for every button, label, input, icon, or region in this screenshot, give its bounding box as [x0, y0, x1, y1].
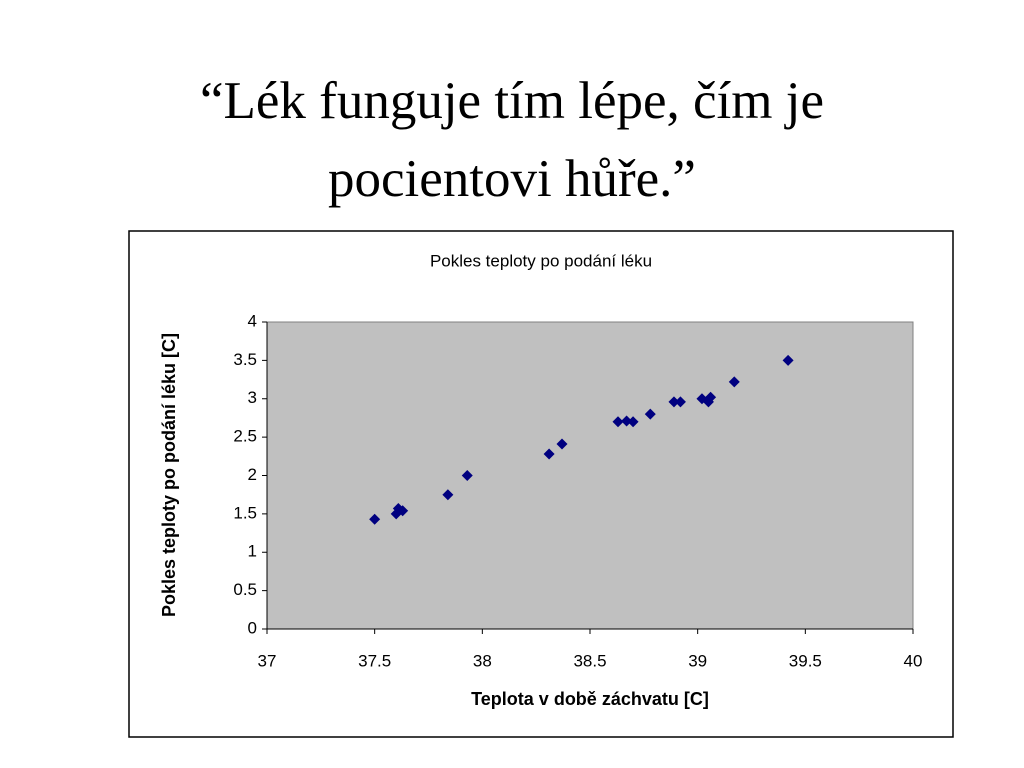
- y-tick-label: 1.5: [233, 503, 257, 522]
- y-tick-label: 0: [248, 618, 257, 637]
- point: [668, 396, 680, 408]
- slide-title: “Lék funguje tím lépe, čím je pocientovi…: [200, 72, 824, 208]
- x-tick-label: 38.5: [573, 651, 606, 670]
- point: [782, 354, 794, 366]
- point: [461, 470, 473, 481]
- x-tick-label: 37: [258, 651, 277, 670]
- y-axis-label: Pokles teploty po podání léku [C]: [159, 332, 179, 618]
- x-tick-label: 37.5: [358, 651, 391, 670]
- point: [397, 505, 409, 517]
- x-tick-label: 38: [473, 651, 492, 670]
- point: [369, 513, 381, 525]
- point: [627, 416, 639, 428]
- y-tick-label: 3: [248, 388, 257, 407]
- point: [644, 408, 656, 420]
- x-tick-label: 39.5: [789, 651, 822, 670]
- x-axis-label: Teplota v době záchvatu [C]: [471, 689, 709, 709]
- point: [674, 396, 686, 408]
- y-tick-label: 3.5: [233, 350, 257, 369]
- point: [621, 415, 633, 427]
- x-tick-label: 39: [688, 651, 707, 670]
- point: [612, 416, 624, 428]
- y-tick-label: 4: [248, 311, 257, 330]
- y-tick-label: 1: [248, 542, 257, 561]
- y-tick-label: 2.5: [233, 427, 257, 446]
- point: [705, 391, 717, 403]
- point: [442, 489, 454, 501]
- point: [728, 376, 740, 388]
- x-tick-label: 40: [904, 651, 923, 670]
- y-tick-label: 2: [248, 465, 257, 484]
- point: [543, 448, 555, 460]
- y-tick-label: 0.5: [233, 580, 257, 599]
- chart-title: Pokles teploty po podání léku: [430, 251, 652, 270]
- plot-area: [266, 321, 914, 630]
- point: [556, 438, 568, 450]
